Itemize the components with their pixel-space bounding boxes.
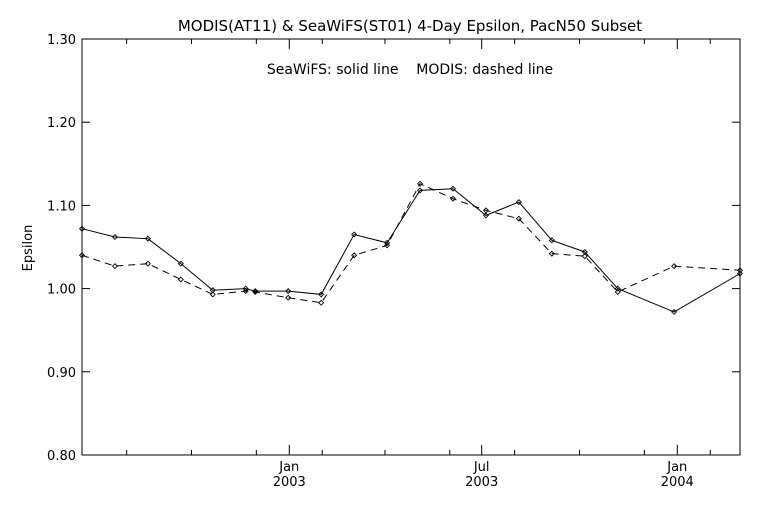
data-point-modis-6 [252, 288, 259, 295]
data-point-modis-0 [78, 252, 86, 259]
data-point-modis-3 [177, 276, 184, 283]
data-point-seawifs-16 [581, 248, 588, 256]
data-point-seawifs-15 [548, 237, 555, 244]
data-point-seawifs-0 [78, 225, 86, 232]
data-point-seawifs-18 [671, 308, 678, 315]
series-line-modis [81, 183, 741, 304]
data-point-modis-17 [614, 288, 621, 295]
data-point-modis-19 [736, 267, 744, 274]
data-point-seawifs-9 [351, 231, 358, 238]
x-tick-month-1: Jul [473, 460, 490, 475]
data-point-modis-12 [449, 195, 457, 202]
legend-annotation: SeaWiFS: solid line MODIS: dashed line [267, 62, 553, 78]
data-point-modis-10 [384, 242, 391, 249]
series-layer [78, 180, 744, 315]
chart-title: MODIS(AT11) & SeaWiFS(ST01) 4-Day Epsilo… [178, 17, 642, 35]
x-tick-year-1: 2003 [465, 475, 498, 490]
y-tick-label-2: 1.00 [47, 283, 76, 298]
data-point-seawifs-8 [318, 291, 325, 298]
data-point-seawifs-19 [736, 270, 744, 277]
data-point-modis-15 [548, 250, 555, 257]
data-point-seawifs-11 [416, 187, 424, 194]
x-tick-year-0: 2003 [273, 475, 306, 490]
y-ticks: 0.80 0.90 1.00 1.10 1.20 1.30 [47, 33, 740, 464]
series-line-seawifs [81, 188, 741, 313]
y-tick-label-4: 1.20 [47, 116, 76, 131]
data-point-modis-13 [482, 207, 489, 214]
data-point-seawifs-14 [515, 199, 522, 206]
data-point-modis-8 [318, 299, 325, 306]
data-point-modis-4 [209, 291, 216, 298]
data-point-modis-9 [351, 252, 358, 259]
data-point-seawifs-17 [614, 285, 621, 292]
data-point-seawifs-13 [482, 212, 489, 219]
data-point-modis-5 [242, 288, 249, 295]
data-point-modis-7 [285, 294, 292, 301]
data-point-modis-1 [111, 263, 118, 270]
x-tick-month-2: Jan [666, 460, 687, 475]
data-point-modis-11 [416, 180, 424, 187]
data-point-modis-16 [581, 253, 588, 260]
x-tick-month-0: Jan [278, 460, 299, 475]
y-tick-label-1: 0.90 [47, 366, 76, 381]
data-point-modis-18 [671, 263, 678, 270]
data-point-seawifs-4 [209, 287, 216, 294]
data-point-seawifs-3 [177, 260, 184, 267]
y-axis-label: Epsilon [21, 225, 36, 272]
plot-frame [81, 38, 741, 456]
data-point-modis-14 [515, 215, 522, 222]
data-point-seawifs-7 [285, 288, 292, 295]
data-point-seawifs-1 [111, 233, 118, 241]
data-point-modis-2 [144, 260, 151, 267]
data-point-seawifs-12 [449, 185, 457, 192]
y-tick-label-0: 0.80 [47, 449, 76, 464]
data-point-seawifs-2 [144, 235, 151, 242]
y-tick-label-5: 1.30 [47, 33, 76, 48]
data-point-seawifs-6 [252, 288, 259, 295]
x-tick-year-2: 2004 [661, 475, 694, 490]
y-tick-label-3: 1.10 [47, 199, 76, 214]
